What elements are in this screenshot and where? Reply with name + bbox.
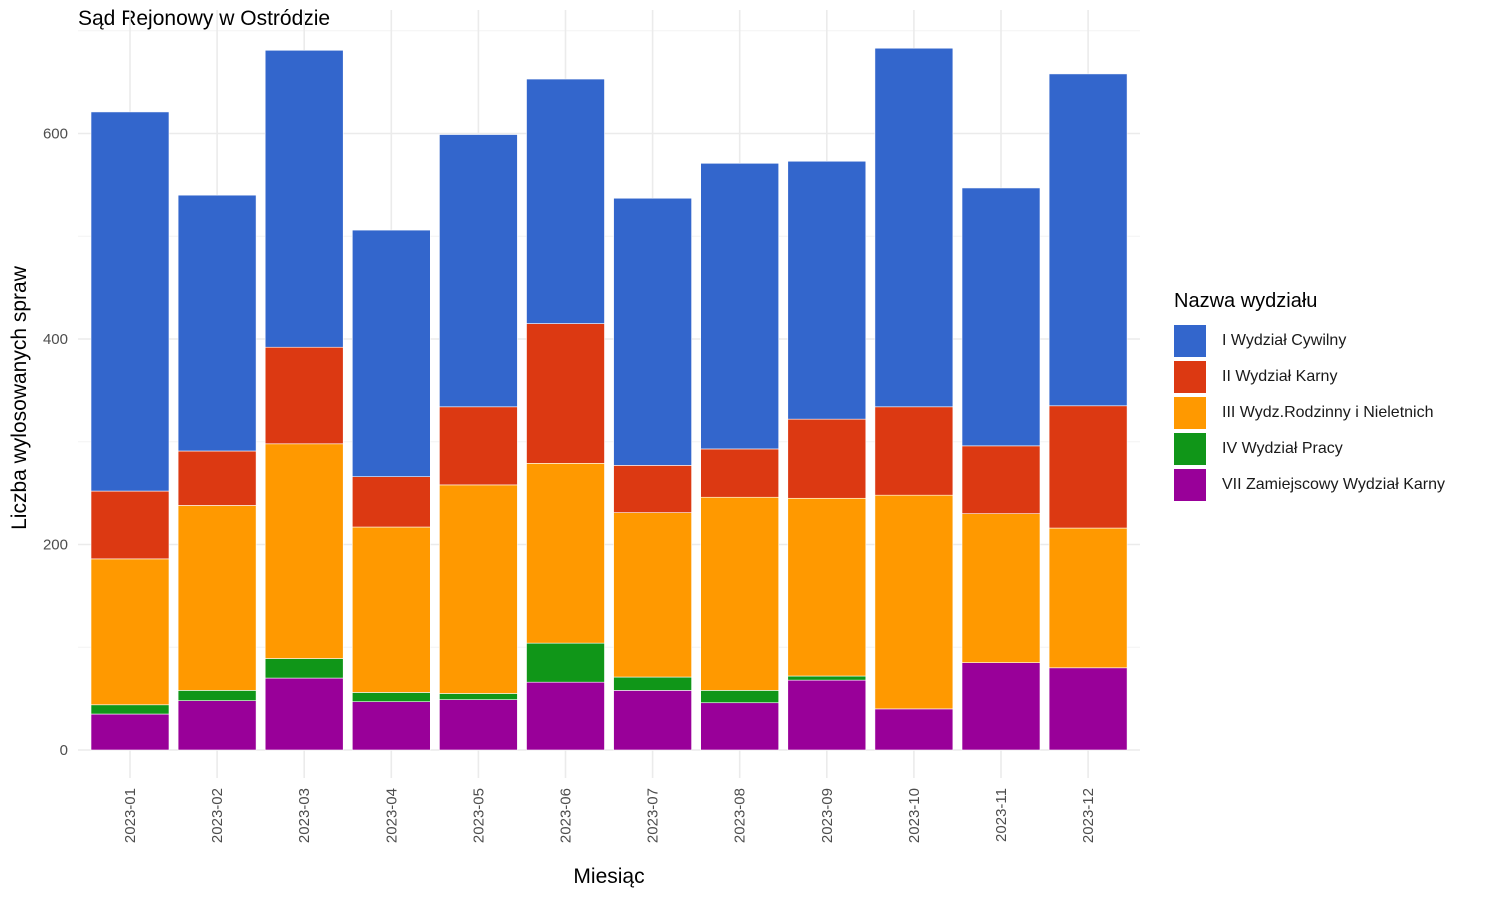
bar-segment [787,497,867,677]
bar-segment [264,346,344,445]
bar-segment [177,194,257,452]
bar-segment [700,496,780,691]
legend-swatch [1174,397,1206,429]
bar-segment [961,513,1041,663]
bar-segment [787,418,867,499]
x-axis-title: Miesiąc [573,865,645,888]
legend-swatch [1174,325,1206,357]
x-tick-label: 2023-03 [296,788,313,843]
tick-labels: 0 200 400 600 2023-01 2023-02 2023-03 2023-04 20… [43,126,1097,844]
y-tick-label: 400 [43,331,68,348]
legend-item: I Wydział Cywilny [1174,323,1445,359]
bar-segment [874,47,954,408]
bar-segment [177,450,257,506]
bar-segment [351,526,431,693]
legend-label: I Wydział Cywilny [1222,332,1347,349]
bar-segment [874,406,954,496]
x-tick-label: 2023-02 [209,788,226,843]
bar-segment [351,229,431,477]
bar-segment [90,111,170,492]
bar-segment [526,642,605,683]
bar-segment [613,512,692,678]
bar-segment [526,681,605,751]
bar-segment [700,690,780,704]
x-tick-label: 2023-09 [819,788,836,843]
legend-label: IV Wydział Pracy [1222,440,1343,457]
bar-segment [90,558,170,706]
legend-title: Nazwa wydziału [1174,290,1318,312]
bar-segment [526,463,605,644]
bar-segment [700,162,780,450]
bar-segment [351,701,431,751]
bar-segment [90,490,170,560]
bar-segment [526,323,605,464]
x-tick-label: 2023-07 [645,788,662,843]
legend-swatch [1174,361,1206,393]
legend-item: II Wydział Karny [1174,359,1445,395]
bar-segment [439,484,518,694]
chart-title: Sąd Rejonowy w Ostródzie [78,7,331,30]
legend-items: I Wydział Cywilny II Wydział Karny III Wyd… [1174,323,1445,503]
bar-segment [177,690,257,701]
bar-segment [90,704,170,715]
x-tick-label: 2023-08 [732,788,749,843]
legend: Nazwa wydziału I Wydział Cywilny II Wydzi… [1174,290,1445,503]
legend-label: VII Zamiejscowy Wydział Karny [1222,476,1446,493]
bar-segment [439,699,518,751]
bar-segment [264,49,344,348]
bar-segment [439,693,518,700]
bar-segment [961,187,1041,447]
bar-segment [264,443,344,659]
x-tick-label: 2023-04 [383,788,400,843]
bar-segment [613,465,692,513]
x-tick-label: 2023-10 [906,788,923,843]
bars [90,47,1128,751]
legend-item: VII Zamiejscowy Wydział Karny [1174,467,1445,503]
x-tick-label: 2023-11 [993,788,1010,842]
bar-segment [526,78,605,324]
bar-segment [874,494,954,710]
x-tick-label: 2023-05 [470,788,487,843]
bar-segment [264,658,344,679]
y-tick-label: 600 [43,126,68,143]
bar-segment [613,690,692,751]
x-tick-label: 2023-06 [558,788,575,843]
bar-segment [264,677,344,751]
bar-segment [351,692,431,703]
legend-swatch [1174,433,1206,465]
bar-segment [961,662,1041,751]
legend-label: II Wydział Karny [1222,368,1338,385]
legend-item: III Wydz.Rodzinny i Nieletnich [1174,395,1445,431]
y-tick-label: 0 [60,742,68,759]
legend-label: III Wydz.Rodzinny i Nieletnich [1222,404,1434,421]
bar-segment [613,676,692,691]
bar-segment [787,679,867,751]
bar-segment [1048,527,1128,669]
bar-segment [787,160,867,420]
bar-segment [700,448,780,498]
bar-segment [177,505,257,691]
bar-segment [1048,667,1128,751]
bar-segment [351,476,431,528]
bar-segment [874,708,954,751]
bar-segment [439,406,518,486]
x-tick-label: 2023-01 [122,788,139,843]
bar-segment [90,713,170,751]
y-tick-label: 200 [43,537,68,554]
legend-swatch [1174,469,1206,501]
bar-segment [787,675,867,681]
bar-segment [961,445,1041,514]
bar-segment [177,700,257,751]
legend-item: IV Wydział Pracy [1174,431,1445,467]
bar-segment [613,197,692,466]
bar-segment [1048,405,1128,529]
bar-segment [439,134,518,408]
bar-segment [700,702,780,751]
bar-segment [1048,73,1128,407]
x-tick-label: 2023-12 [1080,788,1097,843]
